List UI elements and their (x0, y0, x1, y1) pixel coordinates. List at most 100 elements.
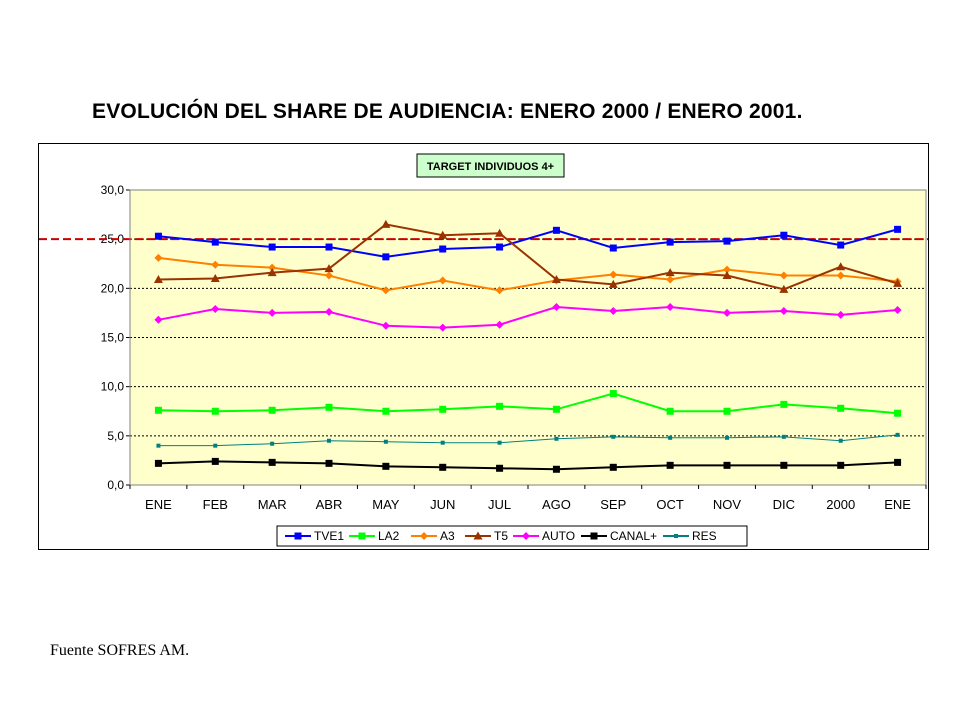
data-point-a3 (211, 260, 220, 269)
legend-marker-tve1 (294, 532, 302, 540)
data-point-auto (723, 308, 731, 317)
data-point-t5 (551, 274, 561, 283)
data-point-t5 (608, 279, 618, 288)
data-point-a3 (609, 270, 618, 279)
series-line-la2 (158, 392, 898, 415)
data-point-tve1 (837, 241, 845, 249)
data-point-a3 (723, 265, 731, 274)
data-point-t5 (836, 262, 846, 271)
legend-marker-canal (590, 532, 598, 540)
data-point-tve1 (723, 237, 731, 245)
data-point-t5 (495, 228, 505, 237)
data-point-canal (609, 463, 617, 471)
data-point-res (327, 438, 331, 443)
legend-marker-res (674, 534, 678, 538)
data-point-tve1 (439, 245, 447, 253)
legend-label-canal: CANAL+ (610, 529, 657, 543)
y-tick-label: 15,0 (101, 331, 125, 345)
data-point-la2 (439, 405, 447, 413)
x-tick-label: JUN (430, 497, 455, 512)
data-point-canal (723, 461, 731, 469)
data-point-res (838, 438, 843, 443)
data-point-auto (268, 308, 277, 317)
y-tick-label: 20,0 (101, 281, 125, 295)
data-point-canal (780, 461, 788, 469)
series-line-auto (158, 306, 898, 329)
data-point-la2 (154, 406, 162, 414)
data-point-res (895, 432, 900, 437)
data-point-tve1 (154, 232, 162, 240)
x-tick-label: MAY (372, 497, 400, 512)
data-point-a3 (325, 271, 333, 280)
data-point-la2 (780, 400, 788, 408)
x-tick-label: FEB (203, 497, 228, 512)
data-point-tve1 (382, 253, 390, 261)
y-tick-label: 30,0 (101, 183, 125, 197)
data-point-canal (154, 459, 162, 467)
x-tick-label: JUL (488, 497, 511, 512)
data-point-auto (893, 305, 902, 314)
target-label-box (416, 153, 565, 178)
data-point-res (440, 440, 445, 445)
data-point-t5 (438, 230, 448, 239)
data-point-res (156, 443, 161, 448)
data-point-canal (837, 461, 845, 469)
data-point-res (270, 441, 275, 446)
data-point-tve1 (666, 238, 674, 246)
data-point-res (213, 443, 218, 448)
data-point-auto (381, 321, 390, 330)
data-point-t5 (893, 278, 903, 287)
series-line-t5 (158, 223, 898, 291)
x-tick-label: AGO (542, 497, 571, 512)
data-point-t5 (153, 274, 163, 283)
legend-marker-t5 (473, 531, 483, 540)
data-point-canal (439, 463, 447, 471)
legend-label-a3: A3 (440, 529, 455, 543)
data-point-a3 (779, 271, 788, 280)
series-line-canal (158, 460, 898, 471)
data-point-canal (325, 459, 333, 467)
data-point-res (554, 436, 559, 441)
data-point-auto (154, 315, 163, 324)
data-point-a3 (495, 286, 504, 295)
data-point-tve1 (780, 231, 788, 239)
data-point-la2 (268, 406, 276, 414)
y-tick-label: 5,0 (107, 429, 124, 443)
data-point-t5 (779, 284, 789, 293)
data-point-auto (325, 307, 333, 316)
data-point-t5 (267, 268, 277, 277)
data-point-la2 (496, 402, 504, 410)
legend-marker-auto (522, 532, 530, 540)
data-point-auto (211, 304, 220, 313)
x-tick-label: SEP (600, 497, 626, 512)
data-point-auto (552, 303, 561, 312)
legend-marker-la2 (358, 532, 366, 540)
data-point-tve1 (552, 226, 560, 234)
x-tick-label: 2000 (826, 497, 855, 512)
data-point-canal (666, 461, 674, 469)
data-point-la2 (837, 404, 845, 412)
data-point-la2 (894, 409, 902, 417)
data-point-t5 (381, 219, 391, 228)
data-point-t5 (722, 271, 732, 280)
data-point-a3 (666, 275, 675, 284)
data-point-res (611, 434, 616, 439)
data-point-res (781, 434, 786, 439)
data-point-res (383, 439, 388, 444)
data-point-auto (836, 310, 845, 319)
x-tick-label: DIC (773, 497, 795, 512)
data-point-la2 (325, 403, 333, 411)
data-point-t5 (665, 268, 675, 277)
data-point-canal (211, 457, 219, 465)
data-point-a3 (836, 271, 845, 280)
x-tick-label: MAR (258, 497, 287, 512)
data-point-tve1 (496, 243, 504, 251)
source-note: Fuente SOFRES AM. (50, 642, 190, 659)
data-point-la2 (723, 407, 731, 415)
data-point-res (668, 435, 673, 440)
data-point-auto (779, 306, 788, 315)
data-point-t5 (324, 264, 334, 273)
legend-label-t5: T5 (494, 529, 508, 543)
legend-label-tve1: TVE1 (314, 529, 344, 543)
